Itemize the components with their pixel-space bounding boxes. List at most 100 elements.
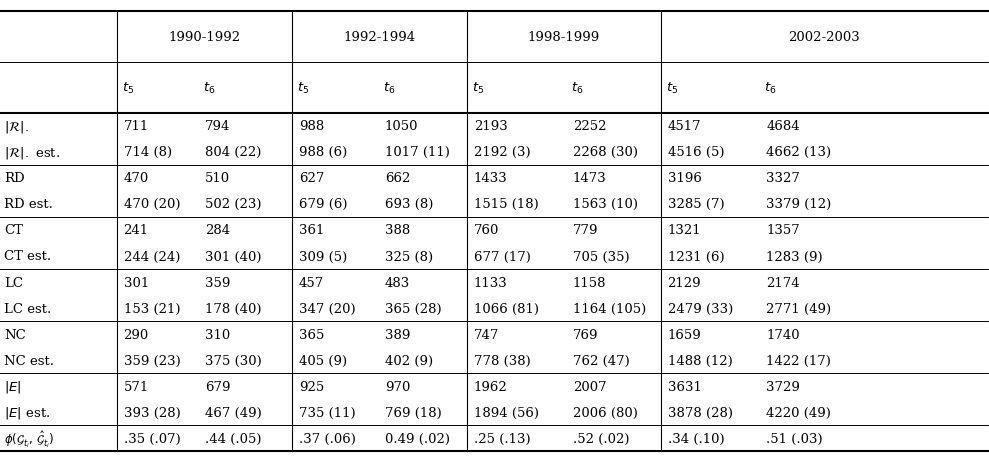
Text: 735 (11): 735 (11)	[299, 406, 355, 419]
Text: 1321: 1321	[668, 224, 701, 237]
Text: 290: 290	[124, 328, 149, 341]
Text: 3729: 3729	[766, 380, 800, 393]
Text: 3196: 3196	[668, 172, 701, 185]
Text: $t_5$: $t_5$	[122, 81, 134, 95]
Text: 1563 (10): 1563 (10)	[573, 198, 638, 211]
Text: 470 (20): 470 (20)	[124, 198, 180, 211]
Text: 389: 389	[385, 328, 410, 341]
Text: 361: 361	[299, 224, 324, 237]
Text: 2479 (33): 2479 (33)	[668, 302, 733, 315]
Text: 4517: 4517	[668, 120, 701, 133]
Text: 1962: 1962	[474, 380, 507, 393]
Text: $t_6$: $t_6$	[764, 81, 777, 95]
Text: 1422 (17): 1422 (17)	[766, 354, 832, 367]
Text: $t_6$: $t_6$	[571, 81, 584, 95]
Text: RD: RD	[4, 172, 25, 185]
Text: 1050: 1050	[385, 120, 418, 133]
Text: 1998-1999: 1998-1999	[527, 31, 600, 44]
Text: $t_5$: $t_5$	[472, 81, 484, 95]
Text: 1357: 1357	[766, 224, 800, 237]
Text: 779: 779	[573, 224, 598, 237]
Text: 467 (49): 467 (49)	[205, 406, 261, 419]
Text: $|\mathcal{R}|.$ est.: $|\mathcal{R}|.$ est.	[4, 144, 60, 160]
Text: LC: LC	[4, 276, 23, 289]
Text: 2192 (3): 2192 (3)	[474, 146, 530, 159]
Text: 301: 301	[124, 276, 149, 289]
Text: 778 (38): 778 (38)	[474, 354, 530, 367]
Text: .25 (.13): .25 (.13)	[474, 432, 530, 445]
Text: 769: 769	[573, 328, 598, 341]
Text: 711: 711	[124, 120, 149, 133]
Text: 1990-1992: 1990-1992	[168, 31, 240, 44]
Text: 3631: 3631	[668, 380, 701, 393]
Text: NC est.: NC est.	[4, 354, 54, 367]
Text: 760: 760	[474, 224, 499, 237]
Text: 3379 (12): 3379 (12)	[766, 198, 832, 211]
Text: 309 (5): 309 (5)	[299, 250, 347, 263]
Text: 1488 (12): 1488 (12)	[668, 354, 732, 367]
Text: 325 (8): 325 (8)	[385, 250, 433, 263]
Text: 1017 (11): 1017 (11)	[385, 146, 450, 159]
Text: 301 (40): 301 (40)	[205, 250, 261, 263]
Text: 3878 (28): 3878 (28)	[668, 406, 733, 419]
Text: 804 (22): 804 (22)	[205, 146, 261, 159]
Text: 502 (23): 502 (23)	[205, 198, 261, 211]
Text: 2007: 2007	[573, 380, 606, 393]
Text: 1158: 1158	[573, 276, 606, 289]
Text: 769 (18): 769 (18)	[385, 406, 441, 419]
Text: 794: 794	[205, 120, 230, 133]
Text: .52 (.02): .52 (.02)	[573, 432, 629, 445]
Text: 925: 925	[299, 380, 324, 393]
Text: 1231 (6): 1231 (6)	[668, 250, 724, 263]
Text: 4684: 4684	[766, 120, 800, 133]
Text: 2268 (30): 2268 (30)	[573, 146, 638, 159]
Text: 405 (9): 405 (9)	[299, 354, 347, 367]
Text: 679 (6): 679 (6)	[299, 198, 347, 211]
Text: 470: 470	[124, 172, 149, 185]
Text: $t_5$: $t_5$	[666, 81, 677, 95]
Text: 153 (21): 153 (21)	[124, 302, 180, 315]
Text: 510: 510	[205, 172, 229, 185]
Text: 402 (9): 402 (9)	[385, 354, 433, 367]
Text: 705 (35): 705 (35)	[573, 250, 629, 263]
Text: 571: 571	[124, 380, 149, 393]
Text: 4516 (5): 4516 (5)	[668, 146, 724, 159]
Text: 677 (17): 677 (17)	[474, 250, 531, 263]
Text: 393 (28): 393 (28)	[124, 406, 180, 419]
Text: NC: NC	[4, 328, 26, 341]
Text: .51 (.03): .51 (.03)	[766, 432, 823, 445]
Text: 1133: 1133	[474, 276, 507, 289]
Text: 747: 747	[474, 328, 499, 341]
Text: 359: 359	[205, 276, 230, 289]
Text: 2129: 2129	[668, 276, 701, 289]
Text: 4220 (49): 4220 (49)	[766, 406, 832, 419]
Text: 1473: 1473	[573, 172, 606, 185]
Text: 2006 (80): 2006 (80)	[573, 406, 638, 419]
Text: 693 (8): 693 (8)	[385, 198, 433, 211]
Text: 1740: 1740	[766, 328, 800, 341]
Text: CT: CT	[4, 224, 23, 237]
Text: 359 (23): 359 (23)	[124, 354, 180, 367]
Text: 284: 284	[205, 224, 229, 237]
Text: $t_5$: $t_5$	[297, 81, 309, 95]
Text: 241: 241	[124, 224, 148, 237]
Text: 1283 (9): 1283 (9)	[766, 250, 823, 263]
Text: $t_6$: $t_6$	[383, 81, 396, 95]
Text: .44 (.05): .44 (.05)	[205, 432, 261, 445]
Text: 483: 483	[385, 276, 410, 289]
Text: 3327: 3327	[766, 172, 800, 185]
Text: 714 (8): 714 (8)	[124, 146, 172, 159]
Text: 365 (28): 365 (28)	[385, 302, 441, 315]
Text: 457: 457	[299, 276, 324, 289]
Text: CT est.: CT est.	[4, 250, 51, 263]
Text: 2193: 2193	[474, 120, 507, 133]
Text: 3285 (7): 3285 (7)	[668, 198, 724, 211]
Text: 1894 (56): 1894 (56)	[474, 406, 539, 419]
Text: 762 (47): 762 (47)	[573, 354, 629, 367]
Text: 1992-1994: 1992-1994	[343, 31, 415, 44]
Text: 310: 310	[205, 328, 230, 341]
Text: 244 (24): 244 (24)	[124, 250, 180, 263]
Text: 1659: 1659	[668, 328, 701, 341]
Text: 988: 988	[299, 120, 324, 133]
Text: $\phi(\mathcal{G}_{t_i},\,\hat{\mathcal{G}}_{t_i})$: $\phi(\mathcal{G}_{t_i},\,\hat{\mathcal{…	[4, 428, 54, 449]
